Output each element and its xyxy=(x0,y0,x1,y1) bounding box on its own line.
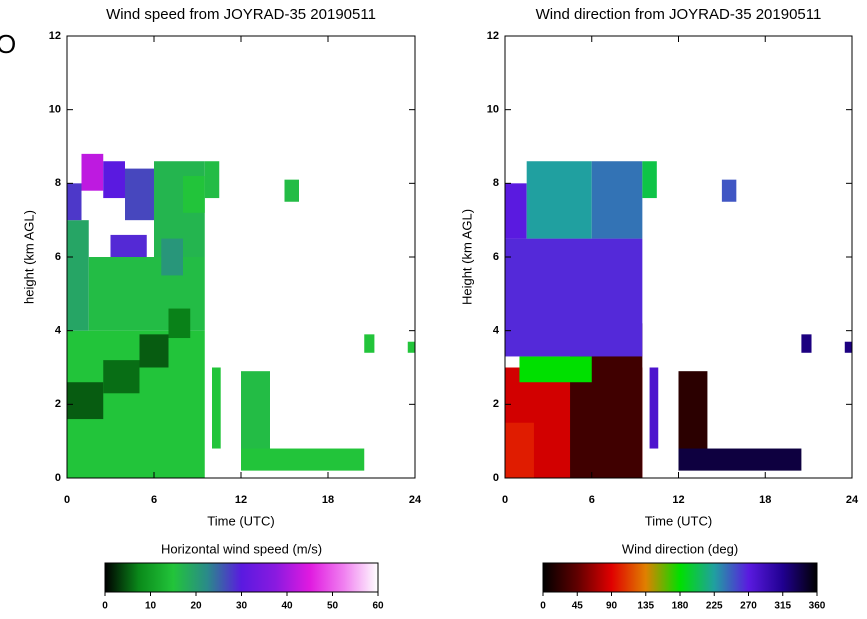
heatmap-cell xyxy=(103,161,125,199)
heatmap-cell xyxy=(526,161,592,239)
heatmap-cell xyxy=(139,334,169,368)
chart-title: Wind speed from JOYRAD-35 20190511 xyxy=(106,6,376,23)
y-tick-label: 0 xyxy=(55,472,61,484)
x-tick-label: 12 xyxy=(672,494,684,506)
colorbar-tick-label: 0 xyxy=(540,601,546,612)
colorbar-label: Horizontal wind speed (m/s) xyxy=(161,541,322,556)
colorbar-tick-label: 90 xyxy=(606,601,618,612)
y-tick-label: 10 xyxy=(487,104,499,116)
colorbar xyxy=(104,562,379,593)
heatmap-cell xyxy=(204,161,220,199)
heatmap-cell xyxy=(110,234,147,257)
colorbar-tick-label: 60 xyxy=(372,601,384,612)
heatmap-cell xyxy=(505,422,534,478)
colorbar xyxy=(542,562,818,593)
y-axis-label: Height (km AGL) xyxy=(459,209,474,305)
colorbar-tick-label: 40 xyxy=(281,601,293,612)
y-tick-label: 4 xyxy=(55,325,62,337)
heatmap-cell xyxy=(103,360,140,394)
colorbar-tick-label: 45 xyxy=(572,601,584,612)
colorbar-tick-label: 10 xyxy=(145,601,157,612)
heatmap-cell xyxy=(168,308,191,339)
heatmap-cell xyxy=(284,179,299,202)
y-tick-label: 8 xyxy=(55,177,61,189)
heatmap-cell xyxy=(161,238,183,276)
panel-label: O xyxy=(0,29,16,59)
heatmap-cell xyxy=(407,341,415,353)
colorbar-tick-label: 360 xyxy=(809,601,826,612)
x-tick-label: 6 xyxy=(589,494,595,506)
heatmap-cell xyxy=(678,448,802,471)
colorbar-label: Wind direction (deg) xyxy=(622,541,738,556)
colorbar-tick-label: 225 xyxy=(706,601,723,612)
heatmap-cell xyxy=(505,183,527,239)
y-tick-label: 12 xyxy=(487,30,499,42)
x-tick-label: 18 xyxy=(759,494,771,506)
heatmap-cell xyxy=(212,367,221,449)
heatmap-cell xyxy=(844,341,852,353)
heatmap-cell xyxy=(81,153,104,191)
heatmap-cell xyxy=(241,448,365,471)
y-tick-label: 6 xyxy=(55,251,61,263)
colorbar-tick-label: 50 xyxy=(327,601,339,612)
y-tick-label: 0 xyxy=(493,472,499,484)
y-tick-label: 4 xyxy=(493,325,500,337)
y-tick-label: 2 xyxy=(493,398,499,410)
heatmap-cell xyxy=(801,334,812,353)
colorbar-tick-label: 315 xyxy=(774,601,791,612)
heatmap-cell xyxy=(67,220,89,331)
y-tick-label: 2 xyxy=(55,398,61,410)
x-tick-label: 24 xyxy=(409,494,422,506)
heatmap-cell xyxy=(649,367,659,449)
y-tick-label: 6 xyxy=(493,251,499,263)
colorbar-tick-label: 30 xyxy=(236,601,248,612)
colorbar-tick-label: 270 xyxy=(740,601,757,612)
colorbar-tick-label: 135 xyxy=(637,601,654,612)
colorbar-tick-label: 180 xyxy=(672,601,689,612)
heatmap-cell xyxy=(183,175,205,213)
x-tick-label: 6 xyxy=(151,494,157,506)
heatmap-cell xyxy=(721,179,737,202)
x-tick-label: 0 xyxy=(64,494,70,506)
x-tick-label: 0 xyxy=(502,494,508,506)
heatmap-cell xyxy=(591,161,643,239)
y-tick-label: 10 xyxy=(49,104,61,116)
heatmap-cell xyxy=(125,168,154,221)
x-tick-label: 12 xyxy=(235,494,247,506)
x-axis-label: Time (UTC) xyxy=(645,513,712,528)
heatmap-cell xyxy=(67,183,82,221)
heatmap-cell xyxy=(642,161,657,199)
x-tick-label: 24 xyxy=(846,494,859,506)
heatmap-cell xyxy=(67,382,104,420)
y-tick-label: 8 xyxy=(493,177,499,189)
chart-title: Wind direction from JOYRAD-35 20190511 xyxy=(536,6,822,23)
heatmap-cell xyxy=(519,356,592,383)
y-axis-label: height (km AGL) xyxy=(21,210,36,304)
x-axis-label: Time (UTC) xyxy=(207,513,274,528)
colorbar-tick-label: 20 xyxy=(190,601,202,612)
heatmap-cell xyxy=(364,334,375,353)
heatmap-cell xyxy=(505,238,643,357)
colorbar-tick-label: 0 xyxy=(102,601,108,612)
y-tick-label: 12 xyxy=(49,30,61,42)
x-tick-label: 18 xyxy=(322,494,334,506)
